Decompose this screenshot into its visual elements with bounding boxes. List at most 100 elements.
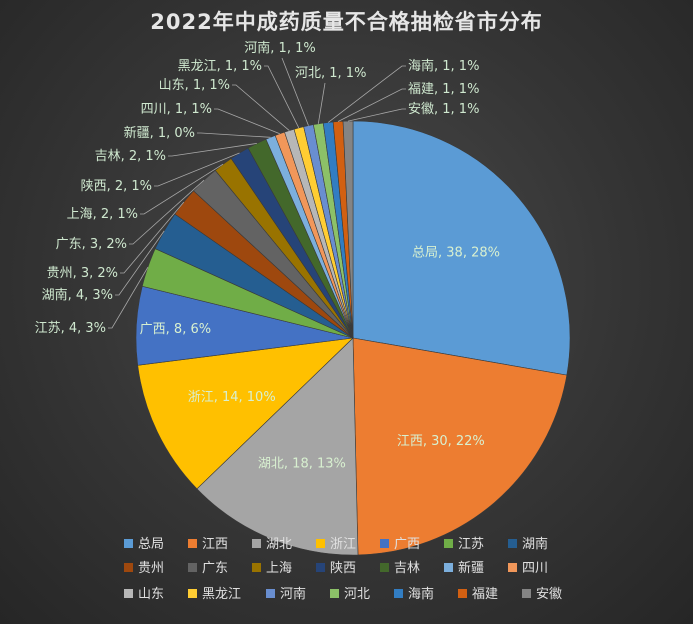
slice-label-13: 四川, 1, 1% — [141, 102, 212, 117]
slice-label-20: 安徽, 1, 1% — [408, 102, 479, 117]
leader-line-18 — [327, 65, 406, 123]
legend-item-11: 吉林 — [380, 561, 420, 576]
legend-label-8: 广东 — [202, 561, 228, 576]
pie-slice-1 — [352, 337, 568, 556]
legend-item-9: 上海 — [252, 561, 292, 576]
legend-item-19: 福建 — [458, 587, 498, 602]
leader-line-9 — [140, 163, 224, 215]
slice-label-1: 江西, 30, 22% — [397, 434, 485, 449]
legend-swatch-14 — [124, 589, 133, 598]
leader-line-16 — [281, 57, 309, 126]
legend-swatch-2 — [252, 539, 261, 548]
slice-label-15: 黑龙江, 1, 1% — [178, 59, 262, 74]
legend-label-11: 吉林 — [394, 561, 420, 576]
legend-label-7: 贵州 — [138, 561, 164, 576]
slice-label-10: 陕西, 2, 1% — [81, 179, 152, 194]
leader-line-11 — [168, 143, 257, 157]
leader-line-10 — [154, 152, 240, 187]
legend-swatch-17 — [330, 589, 339, 598]
slice-label-0: 总局, 38, 28% — [412, 245, 500, 260]
legend-swatch-16 — [266, 589, 275, 598]
leader-line-19 — [337, 88, 406, 122]
legend-label-12: 新疆 — [458, 560, 484, 576]
legend-item-13: 四川 — [508, 561, 548, 576]
legend-label-14: 山东 — [138, 587, 164, 602]
slice-label-14: 山东, 1, 1% — [159, 78, 230, 93]
legend-item-5: 江苏 — [444, 536, 484, 552]
leader-line-6 — [115, 230, 165, 296]
legend-label-17: 河北 — [344, 587, 370, 602]
legend-swatch-11 — [380, 563, 389, 572]
legend-label-10: 陕西 — [330, 561, 356, 576]
legend-label-20: 安徽 — [536, 587, 562, 602]
legend-item-16: 河南 — [266, 586, 306, 602]
legend-item-18: 海南 — [394, 586, 434, 602]
pie-slice-2 — [196, 337, 359, 556]
leader-line-14 — [232, 84, 290, 131]
slice-label-19: 福建, 1, 1% — [408, 82, 479, 97]
slice-label-16: 河南, 1, 1% — [244, 40, 315, 56]
legend-item-4: 广西 — [380, 537, 420, 552]
legend-swatch-9 — [252, 563, 261, 572]
pie-slice-0 — [352, 120, 571, 376]
legend-item-0: 总局 — [124, 537, 164, 552]
legend-item-20: 安徽 — [522, 587, 562, 602]
legend-label-15: 黑龙江 — [202, 587, 241, 602]
legend-swatch-4 — [380, 539, 389, 548]
leader-line-15 — [264, 65, 300, 129]
slice-label-9: 上海, 2, 1% — [67, 207, 138, 222]
slice-label-18: 海南, 1, 1% — [408, 58, 479, 74]
legend-item-10: 陕西 — [316, 561, 356, 576]
legend-swatch-1 — [188, 539, 197, 548]
chart-title: 2022年中成药质量不合格抽检省市分布 — [150, 10, 543, 34]
legend-swatch-15 — [188, 589, 197, 598]
legend-item-3: 浙江 — [316, 537, 356, 552]
leader-line-8 — [129, 179, 205, 245]
leader-line-13 — [214, 108, 280, 135]
legend-item-8: 广东 — [188, 561, 228, 576]
legend-swatch-10 — [316, 563, 325, 572]
slice-label-17: 河北, 1, 1% — [295, 66, 366, 81]
legend-item-1: 江西 — [188, 537, 228, 552]
legend-label-0: 总局 — [138, 537, 164, 552]
legend-item-14: 山东 — [124, 587, 164, 602]
legend-swatch-0 — [124, 539, 133, 548]
legend-item-12: 新疆 — [444, 560, 484, 576]
legend-item-7: 贵州 — [124, 561, 164, 576]
legend-swatch-8 — [188, 563, 197, 572]
legend-swatch-6 — [508, 539, 517, 548]
legend-label-16: 河南 — [280, 586, 306, 602]
leader-line-12 — [197, 132, 271, 138]
slice-label-4: 广西, 8, 6% — [140, 322, 211, 337]
legend-label-4: 广西 — [394, 537, 420, 552]
slice-label-2: 湖北, 18, 13% — [258, 456, 346, 471]
leader-line-17 — [317, 82, 326, 124]
legend-swatch-12 — [444, 563, 453, 572]
legend-item-15: 黑龙江 — [188, 587, 241, 602]
slice-label-3: 浙江, 14, 10% — [188, 390, 276, 405]
legend-label-13: 四川 — [522, 561, 548, 576]
legend-swatch-13 — [508, 563, 517, 572]
leader-line-20 — [347, 108, 406, 122]
legend-label-6: 湖南 — [522, 536, 548, 552]
legend-item-6: 湖南 — [508, 536, 548, 552]
legend-label-1: 江西 — [202, 537, 228, 552]
slice-label-11: 吉林, 2, 1% — [95, 149, 166, 164]
legend-swatch-20 — [522, 589, 531, 598]
pie-slice-3 — [137, 337, 354, 490]
legend-label-19: 福建 — [472, 587, 498, 602]
slice-label-5: 江苏, 4, 3% — [35, 320, 106, 336]
slice-label-8: 广东, 3, 2% — [56, 237, 127, 252]
legend-swatch-5 — [444, 539, 453, 548]
legend-label-5: 江苏 — [458, 536, 484, 552]
leader-line-5 — [108, 266, 149, 329]
legend-swatch-7 — [124, 563, 133, 572]
legend-label-2: 湖北 — [266, 537, 292, 552]
slice-label-6: 湖南, 4, 3% — [42, 287, 113, 303]
leader-line-7 — [120, 201, 185, 274]
legend-swatch-19 — [458, 589, 467, 598]
legend-label-18: 海南 — [408, 586, 434, 602]
legend-label-9: 上海 — [266, 561, 292, 576]
